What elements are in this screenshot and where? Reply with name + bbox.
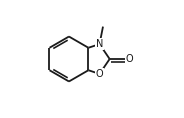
Text: O: O (125, 54, 133, 64)
Text: N: N (96, 39, 103, 49)
Text: O: O (96, 69, 103, 79)
